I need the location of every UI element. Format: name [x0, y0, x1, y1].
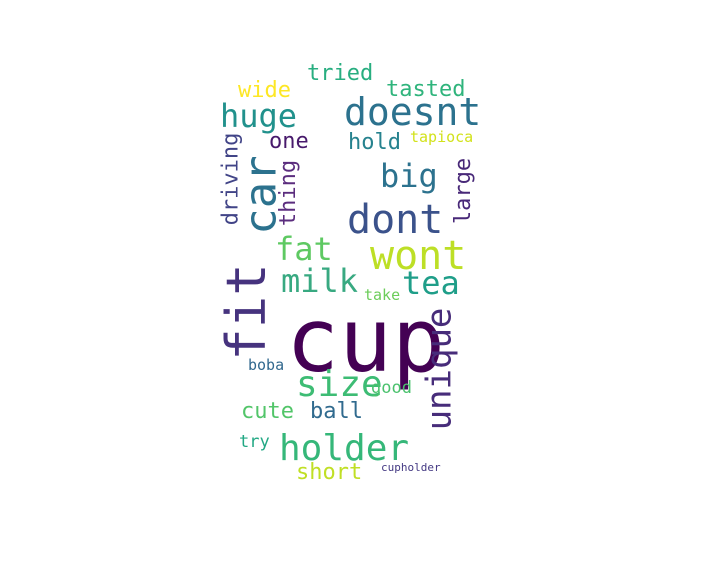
word-short: short	[296, 460, 363, 485]
word-doesnt: doesnt	[344, 90, 482, 134]
word-boba: boba	[248, 356, 285, 374]
word-driving: driving	[218, 132, 244, 226]
word-big: big	[380, 157, 438, 195]
word-dont: dont	[347, 197, 444, 243]
word-tried: tried	[307, 61, 374, 86]
word-tapioca: tapioca	[410, 128, 474, 146]
word-fit: fit	[214, 263, 278, 361]
word-tea: tea	[402, 264, 460, 302]
word-try: try	[239, 432, 270, 452]
word-wont: wont	[370, 233, 467, 279]
word-one: one	[269, 129, 309, 154]
word-size: size	[296, 364, 383, 405]
word-cupholder: cupholder	[381, 461, 441, 474]
word-large: large	[451, 157, 477, 225]
word-cute: cute	[241, 399, 294, 424]
word-thing: thing	[276, 159, 302, 227]
word-ball: ball	[310, 399, 363, 424]
word-cup: cup	[286, 289, 445, 392]
word-take: take	[364, 286, 401, 304]
word-wide: wide	[238, 78, 291, 103]
word-hold: hold	[348, 130, 401, 155]
word-milk: milk	[281, 262, 359, 300]
word-tasted: tasted	[386, 77, 466, 102]
word-fat: fat	[275, 230, 333, 268]
word-huge: huge	[220, 97, 298, 135]
word-holder: holder	[279, 428, 410, 469]
word-unique: unique	[419, 307, 460, 431]
word-good: good	[371, 378, 412, 398]
